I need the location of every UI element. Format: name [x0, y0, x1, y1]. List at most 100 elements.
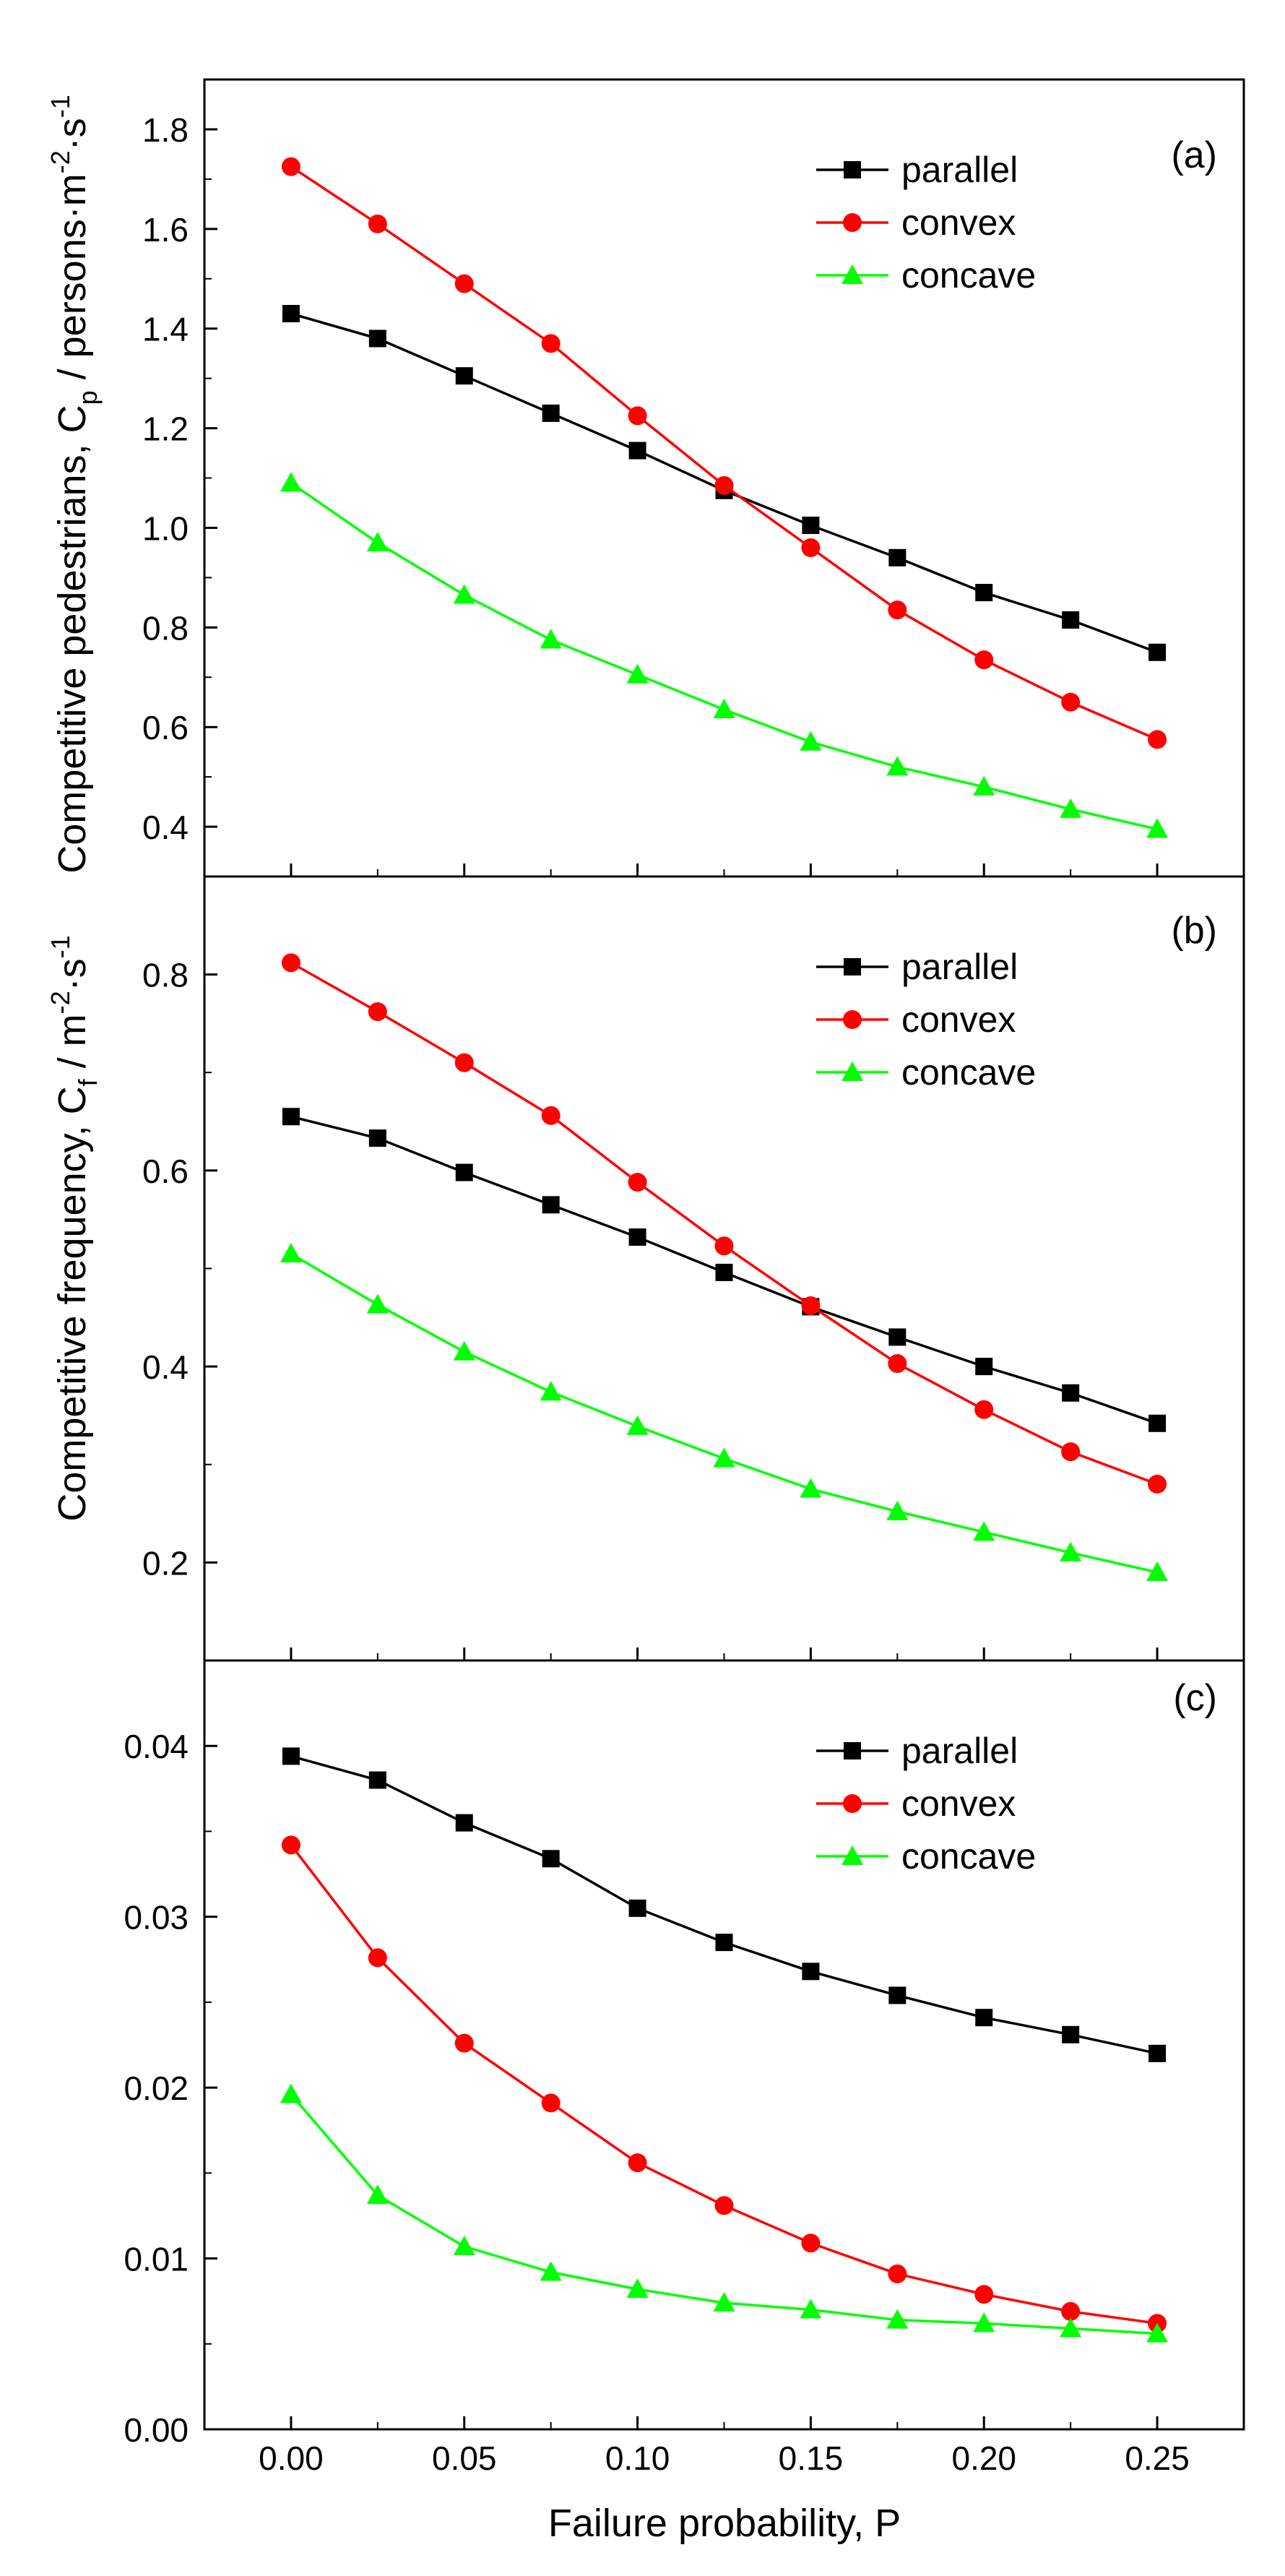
- data-point-convex: [541, 1106, 561, 1125]
- data-point-concave: [713, 2292, 735, 2312]
- data-point-concave: [1146, 1561, 1169, 1581]
- series-lines-b: [280, 953, 1169, 1581]
- data-point-concave: [1146, 2322, 1169, 2343]
- data-point-convex: [1148, 730, 1167, 749]
- y-tick-label-c: 0.02: [124, 2069, 189, 2107]
- y-tick-label-a: 0.6: [142, 709, 189, 746]
- data-point-concave: [453, 2236, 475, 2256]
- data-point-concave: [280, 2083, 302, 2103]
- x-tick-label: 0.15: [779, 2439, 844, 2477]
- data-point-parallel: [1148, 1414, 1167, 1432]
- x-tick-label: 0.10: [605, 2439, 670, 2477]
- legend-marker-concave: [841, 1061, 863, 1081]
- data-point-concave: [626, 2278, 649, 2299]
- data-point-concave: [366, 2184, 389, 2205]
- data-point-parallel: [282, 1108, 300, 1126]
- legend-marker-concave: [841, 1845, 863, 1865]
- data-point-parallel: [542, 404, 560, 422]
- y-ticks-b: 0.2 0.4 0.6 0.8: [142, 957, 1159, 1660]
- data-point-convex: [801, 538, 821, 558]
- data-point-parallel: [542, 1196, 560, 1214]
- data-point-concave: [366, 1293, 389, 1314]
- data-point-concave: [800, 2299, 822, 2319]
- legend-label-parallel: parallel: [901, 947, 1018, 987]
- legend-marker-convex: [843, 213, 862, 232]
- data-point-concave: [973, 1521, 995, 1541]
- data-point-convex: [368, 1002, 387, 1022]
- legend-marker-parallel: [844, 958, 861, 975]
- data-point-concave: [626, 663, 649, 684]
- data-point-convex: [368, 1948, 387, 1968]
- data-point-convex: [714, 475, 734, 495]
- y-tick-label-c: 0.01: [124, 2241, 189, 2278]
- data-point-concave: [540, 629, 562, 649]
- legend-a: parallel convex concave: [816, 150, 1036, 296]
- data-point-convex: [801, 2233, 821, 2253]
- legend-label-convex: convex: [901, 999, 1016, 1040]
- data-point-concave: [366, 532, 389, 552]
- data-point-convex: [281, 1835, 300, 1855]
- data-point-concave: [973, 2312, 995, 2332]
- data-point-concave: [280, 1243, 302, 1263]
- data-point-convex: [974, 1400, 994, 1419]
- data-point-convex: [1061, 2301, 1081, 2321]
- data-point-parallel: [802, 516, 820, 534]
- legend-label-parallel: parallel: [901, 150, 1018, 190]
- data-point-convex: [974, 2285, 994, 2304]
- data-point-parallel: [628, 1899, 646, 1917]
- data-point-parallel: [542, 1850, 560, 1868]
- data-point-convex: [281, 157, 300, 176]
- data-point-concave: [800, 1478, 822, 1498]
- y-tick-label-a: 1.2: [142, 410, 189, 448]
- panel-label-a: (a): [1171, 134, 1217, 176]
- panel-a: (a) Competitive pedestrians, Cp / person…: [46, 95, 1217, 877]
- data-point-parallel: [282, 305, 300, 323]
- data-point-convex: [454, 2033, 474, 2053]
- data-point-parallel: [1062, 611, 1080, 629]
- data-point-parallel: [715, 1263, 733, 1281]
- data-point-parallel: [282, 1747, 300, 1765]
- data-point-parallel: [802, 1963, 820, 1981]
- data-point-convex: [974, 650, 994, 670]
- data-point-concave: [713, 1447, 735, 1468]
- data-point-convex: [714, 2196, 734, 2215]
- data-point-convex: [888, 2264, 907, 2283]
- x-axis-label: Failure probability, P: [548, 2502, 901, 2545]
- data-point-concave: [540, 2261, 562, 2281]
- data-point-parallel: [715, 1934, 733, 1952]
- data-point-convex: [1148, 1474, 1167, 1494]
- data-point-parallel: [628, 441, 646, 460]
- legend-marker-concave: [841, 264, 863, 284]
- panel-label-b: (b): [1171, 910, 1217, 952]
- data-point-parallel: [1062, 2025, 1080, 2043]
- y-tick-label-c: 0.03: [124, 1899, 189, 1937]
- legend-marker-parallel: [844, 1742, 861, 1759]
- legend-label-convex: convex: [901, 202, 1016, 243]
- data-point-parallel: [1148, 2044, 1167, 2062]
- y-axis-label-b: Competitive frequency, Cf / m-2·s-1: [46, 935, 103, 1521]
- y-tick-label-c: 0.04: [124, 1728, 189, 1765]
- data-point-concave: [626, 1415, 649, 1435]
- data-point-parallel: [888, 1986, 907, 2004]
- legend-c: parallel convex concave: [816, 1731, 1036, 1877]
- data-point-convex: [1061, 692, 1081, 712]
- legend-label-concave: concave: [901, 1052, 1036, 1093]
- data-point-parallel: [368, 1129, 386, 1147]
- panel-label-c: (c): [1173, 1677, 1217, 1719]
- y-tick-label-a: 1.8: [142, 111, 189, 149]
- x-tick-label: 0.05: [432, 2439, 497, 2477]
- data-point-convex: [454, 1053, 474, 1072]
- data-point-concave: [1060, 798, 1082, 818]
- data-point-concave: [713, 699, 735, 719]
- data-point-concave: [540, 1381, 562, 1401]
- x-tick-label: 0.20: [951, 2439, 1016, 2477]
- data-point-parallel: [888, 548, 907, 567]
- y-tick-label-a: 0.8: [142, 609, 189, 647]
- data-point-convex: [888, 1354, 907, 1374]
- data-point-parallel: [455, 1163, 473, 1181]
- data-point-parallel: [455, 367, 473, 385]
- series-lines-a: [280, 157, 1169, 838]
- data-point-concave: [973, 775, 995, 796]
- x-tick-label: 0.00: [259, 2439, 324, 2477]
